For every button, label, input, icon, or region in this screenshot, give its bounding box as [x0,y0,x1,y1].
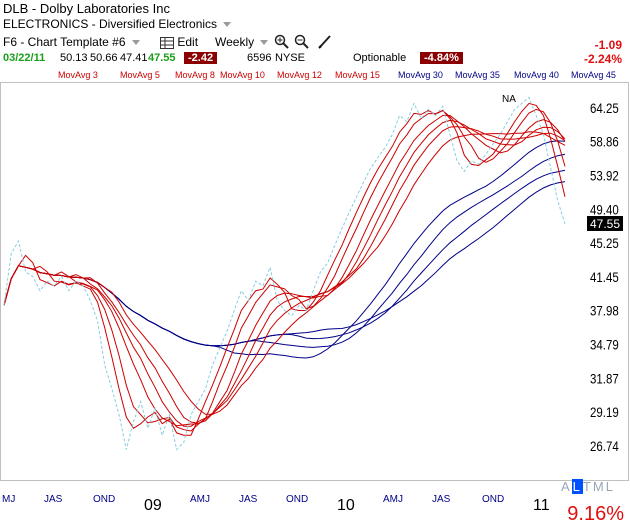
x-tick-label: AMJ [190,494,210,505]
quote-exchange: NYSE [275,52,305,64]
movavg-legend-item: MovAvg 10 [220,70,265,80]
chevron-down-icon [223,22,232,28]
last-price-box [587,215,623,231]
pencil-icon [318,35,331,50]
altml-letter: L [605,479,615,494]
draw-button[interactable] [318,34,332,50]
last-price-label: 47.55 [590,217,620,231]
movavg-legend-item: MovAvg 40 [514,70,559,80]
series-line-movavg-35 [3,153,566,348]
y-tick-label: 31.87 [590,370,619,386]
quote-low: 47.41 [120,52,148,64]
score-percent: 9.16% [567,503,624,525]
quote-open: 50.13 [60,52,88,64]
zoom-in-button[interactable] [274,34,289,50]
quote-change: -2.42 [184,52,218,64]
series-line-movavg-40 [3,169,566,347]
quote-close: 47.55 [148,52,176,64]
template-dropdown[interactable]: F6 - Chart Template #6 [3,35,140,49]
series-line-movavg-3 [3,102,566,436]
movavg-legend-item: MovAvg 3 [58,70,98,80]
price-chart: 64.25 58.86 53.92 49.40 45.25 41.45 37.98 34.79… [0,82,629,514]
x-tick-label: JAS [44,494,63,505]
symbol: DLB [3,1,29,16]
header-panel [0,0,630,70]
chevron-down-icon [260,40,269,46]
price-line [3,96,566,451]
chevron-down-icon [131,40,140,46]
series-line-movavg-45 [3,181,566,347]
series-line-movavg-8 [3,115,566,427]
y-tick-label: 45.25 [590,235,619,251]
altml-letter: A [561,479,572,494]
zoom-out-button[interactable] [294,34,309,50]
y-tick-label: 53.92 [590,167,619,183]
altml-letter: T [582,479,593,494]
edit-button[interactable]: Edit [160,35,198,49]
movavg-legend-item: MovAvg 8 [175,70,215,80]
series-line-movavg-12 [3,126,566,424]
annotation-label: NA [502,94,516,105]
series-line-movavg-10 [3,119,566,427]
series-line-movavg-5 [3,108,566,432]
x-year-label: 11 [533,497,550,514]
quote-date: 03/22/11 [3,52,46,64]
period-dropdown[interactable]: Weekly [215,35,269,49]
y-tick-label: 58.86 [590,134,619,150]
grid-icon [160,36,174,49]
x-tick-label: OND [482,494,504,505]
industry-dropdown[interactable]: ELECTRONICS - Diversified Electronics [3,17,232,31]
right-change-pct: -2.24% [583,52,622,66]
quote-volume: 6596 [247,52,272,64]
x-tick-label: JAS [432,494,451,505]
page-title: DLB - Dolby Laboratories Inc [3,1,170,16]
edit-label: Edit [177,35,199,49]
company-name: Dolby Laboratories Inc [39,1,170,16]
movavg-legend-item: MovAvg 35 [455,70,500,80]
y-tick-label: 64.25 [590,100,619,116]
movavg-legend-item: MovAvg 45 [571,70,616,80]
y-tick-label: 29.19 [590,404,619,420]
x-tick-label: JAS [239,494,258,505]
y-tick-label: 49.40 [590,201,619,217]
zoom-in-icon [274,35,289,50]
x-tick-label: OND [93,494,115,505]
template-label: F6 - Chart Template #6 [3,35,126,49]
altml-rating: ALTML [561,479,615,494]
movavg-legend-item: MovAvg 12 [277,70,322,80]
y-tick-label: 41.45 [590,269,619,285]
altml-letter: M [592,479,606,494]
movavg-legend-item: MovAvg 30 [398,70,443,80]
change-pct-badge: -4.84% [420,52,463,64]
series-line-movavg-30 [3,140,566,359]
x-tick-label: MJ [2,494,15,505]
title-separator: - [31,1,37,16]
quote-high: 50.66 [90,52,118,64]
x-year-label: 10 [337,497,355,514]
y-tick-label: 26.74 [590,438,619,454]
movavg-legend-item: MovAvg 5 [120,70,160,80]
optionable-label: Optionable [353,52,407,64]
movavg-legend-item: MovAvg 15 [335,70,380,80]
series-line-movavg-15 [3,131,566,415]
y-tick-label: 37.98 [590,303,619,319]
chart-frame [0,82,629,481]
y-tick-label: 34.79 [590,336,619,352]
x-tick-label: OND [286,494,308,505]
x-year-label: 09 [144,497,162,514]
period-label: Weekly [215,35,255,49]
right-change: -1.09 [594,38,622,52]
zoom-out-icon [294,35,309,50]
altml-letter: L [571,479,583,494]
x-tick-label: AMJ [383,494,403,505]
industry-label: ELECTRONICS - Diversified Electronics [3,17,218,31]
